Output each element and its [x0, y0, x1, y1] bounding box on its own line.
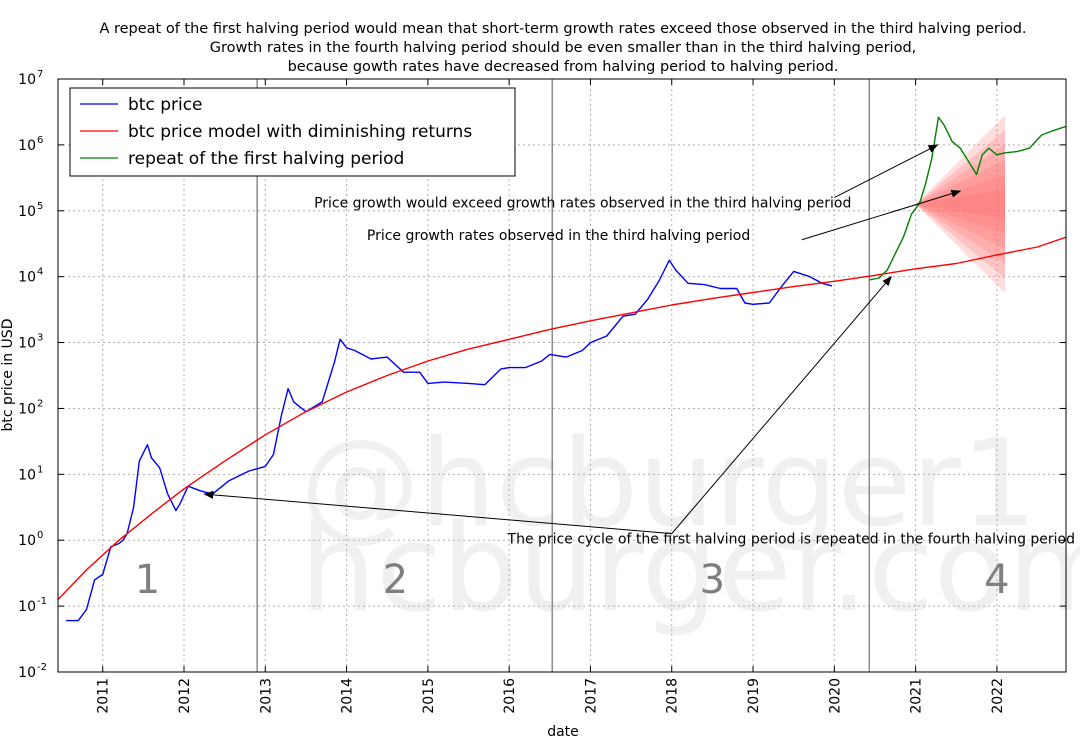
y-tick-exponent-1e-2: -2	[37, 662, 47, 673]
annotation-arrow-1	[834, 144, 939, 199]
plot-area: 1 2 3 4 Price growth would exceed growth rat…	[18, 69, 1075, 714]
y-tick-label-1e-1: 10	[18, 599, 36, 615]
x-tick-label-2013: 2013	[258, 678, 274, 714]
projection-band-layer	[915, 144, 1006, 264]
y-tick-label-1e2: 10	[18, 401, 36, 417]
series-line-btc-price	[66, 259, 833, 622]
x-tick-label-2015: 2015	[421, 678, 437, 714]
annotation-arrow-2	[801, 189, 962, 241]
x-axis-ticks: 2011 2012 2013 2014 2015 2016 2017 2018 2019 2020…	[96, 79, 1006, 714]
projection-band-layer	[915, 189, 1006, 220]
halving-period-label-1: 1	[135, 557, 160, 603]
watermark-site: hcburger.com	[300, 500, 1080, 639]
projection-band-layer	[915, 130, 1006, 279]
projection-band	[915, 115, 1006, 294]
y-tick-exponent-1e3: 3	[37, 333, 43, 344]
y-tick-label-1e1: 10	[18, 467, 36, 483]
projection-band-layer	[915, 174, 1006, 234]
halving-period-label-4: 4	[984, 557, 1009, 603]
legend-box	[69, 87, 516, 177]
y-tick-label-1e0: 10	[18, 533, 36, 549]
legend-entry-btc-price: btc price	[128, 95, 203, 115]
legend-entry-model: btc price model with diminishing returns	[128, 122, 472, 142]
x-tick-label-2011: 2011	[96, 678, 112, 714]
y-tick-exponent-1e5: 5	[37, 201, 43, 212]
y-tick-exponent-1e6: 6	[37, 135, 43, 146]
x-tick-label-2019: 2019	[746, 678, 762, 714]
y-tick-label-1e5: 10	[18, 204, 36, 220]
y-axis-label: btc price in USD	[0, 319, 16, 432]
halving-period-label-2: 2	[383, 557, 408, 603]
chart-title-line-1: A repeat of the first halving period wou…	[99, 21, 1026, 37]
y-tick-label-1e7: 10	[18, 72, 36, 88]
series-line-model	[58, 236, 1066, 600]
y-tick-label-1e-2: 10	[18, 665, 36, 681]
annotation-text-2: Price growth rates observed in the third…	[367, 228, 750, 244]
y-tick-exponent-1e0: 0	[37, 530, 43, 541]
x-tick-label-2018: 2018	[665, 678, 681, 714]
chart-title-line-3: because gowth rates have decreased from …	[288, 59, 839, 75]
plot-frame	[57, 78, 1067, 673]
y-tick-label-1e6: 10	[18, 138, 36, 154]
chart-title-line-2: Growth rates in the fourth halving perio…	[210, 40, 917, 56]
annotation-text-3: The price cycle of the first halving per…	[507, 532, 1075, 548]
y-tick-exponent-1e4: 4	[37, 267, 43, 278]
y-tick-label-1e3: 10	[18, 336, 36, 352]
annotation-text-1: Price growth would exceed growth rates o…	[314, 195, 851, 211]
x-tick-label-2022: 2022	[990, 678, 1006, 714]
annotation-arrow-3	[203, 490, 672, 535]
y-tick-exponent-1e1: 1	[37, 464, 43, 475]
y-tick-label-1e4: 10	[18, 270, 36, 286]
halving-period-label-3: 3	[700, 557, 725, 603]
y-tick-exponent-1e2: 2	[37, 398, 43, 409]
annotation-arrow-3b	[671, 275, 892, 534]
y-tick-exponent-1e7: 7	[37, 69, 43, 80]
projection-band-layer	[915, 159, 1006, 249]
x-tick-label-2016: 2016	[502, 678, 518, 714]
y-tick-exponent-1e-1: -1	[37, 596, 47, 607]
x-tick-label-2017: 2017	[583, 678, 599, 714]
watermark-handle: @hcburger1	[300, 415, 1037, 554]
legend: btc price btc price model with diminishi…	[69, 87, 516, 177]
series-group	[58, 116, 1066, 622]
x-tick-label-2014: 2014	[340, 678, 356, 714]
series-line-repeat	[869, 116, 1066, 281]
legend-entry-repeat: repeat of the first halving period	[128, 149, 404, 169]
x-tick-label-2021: 2021	[909, 678, 925, 714]
projection-band-layer	[915, 115, 1006, 294]
x-tick-label-2020: 2020	[827, 678, 843, 714]
x-tick-label-2012: 2012	[177, 678, 193, 714]
x-axis-label: date	[547, 724, 579, 740]
annotations: Price growth would exceed growth rates o…	[203, 144, 1075, 548]
